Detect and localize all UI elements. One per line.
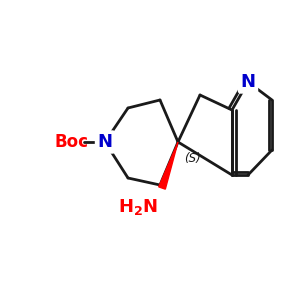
Polygon shape	[159, 142, 178, 189]
Text: $\mathregular{H_2N}$: $\mathregular{H_2N}$	[118, 197, 158, 217]
Text: N: N	[241, 73, 256, 91]
Text: N: N	[98, 133, 112, 151]
Text: (S): (S)	[184, 152, 201, 165]
Text: Boc: Boc	[55, 133, 89, 151]
